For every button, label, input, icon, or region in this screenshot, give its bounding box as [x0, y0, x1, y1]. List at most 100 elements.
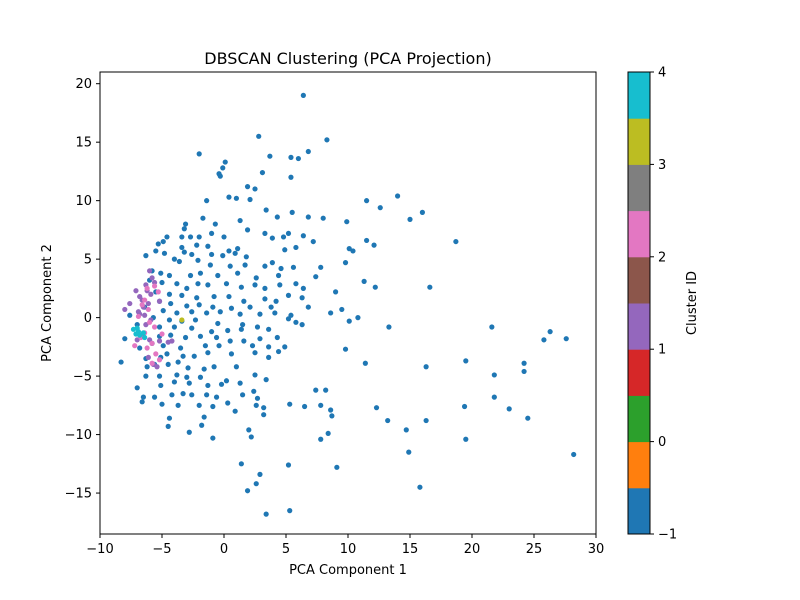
- point-cluster-neg1-6: [295, 155, 301, 162]
- point-cluster-neg1-89: [215, 272, 221, 279]
- x-tick-label: 10: [340, 542, 357, 557]
- point-cluster-neg1-44: [196, 234, 202, 240]
- point-cluster-1-2: [155, 289, 161, 295]
- point-cluster-neg1-92: [275, 272, 282, 279]
- point-cluster-neg1-155: [355, 315, 361, 321]
- point-cluster-neg1-25: [263, 207, 269, 213]
- x-axis-label: PCA Component 1: [289, 563, 407, 578]
- point-cluster-0-12: [122, 306, 128, 313]
- point-cluster-neg1-157: [489, 324, 495, 330]
- point-cluster-neg1-23: [419, 209, 425, 215]
- point-cluster-neg1-165: [238, 326, 244, 332]
- point-cluster-neg1-117: [241, 298, 247, 304]
- point-cluster-neg1-256: [461, 403, 468, 410]
- point-cluster-neg1-90: [235, 270, 241, 276]
- point-cluster-neg1-173: [213, 334, 220, 341]
- point-cluster-neg1-161: [171, 324, 177, 330]
- point-cluster-neg1-72: [171, 256, 177, 262]
- y-tick-label: 15: [75, 136, 92, 151]
- point-cluster-0-8: [145, 300, 151, 307]
- point-cluster-neg1-87: [187, 272, 194, 279]
- y-tick-label: 0: [84, 311, 92, 326]
- point-cluster-neg1-172: [197, 333, 204, 339]
- point-cluster-neg1-79: [269, 260, 275, 266]
- y-tick-label: 20: [75, 77, 92, 92]
- point-cluster-neg1-77: [242, 262, 248, 268]
- point-cluster-neg1-39: [285, 230, 292, 237]
- point-cluster-neg1-101: [223, 281, 230, 287]
- point-cluster-1-14: [149, 360, 155, 366]
- point-cluster-1-5: [145, 306, 151, 313]
- point-cluster-neg1-71: [143, 253, 149, 259]
- point-cluster-neg1-123: [168, 300, 174, 307]
- x-axis-ticks: −10 −5 0 5 10 15 20 25 30: [86, 534, 604, 557]
- point-cluster-neg1-237: [240, 392, 246, 398]
- point-cluster-neg1-142: [339, 306, 345, 313]
- point-cluster-neg1-68: [364, 237, 370, 244]
- point-cluster-4-3: [130, 326, 137, 332]
- colorbar-segment: [628, 487, 650, 535]
- point-cluster-neg1-205: [185, 365, 191, 371]
- point-cluster-neg1-3: [196, 151, 202, 157]
- point-cluster-neg1-38: [262, 230, 268, 237]
- point-cluster-neg1-218: [184, 374, 190, 380]
- y-tick-label: −5: [73, 370, 92, 385]
- point-cluster-neg1-259: [525, 415, 531, 421]
- point-cluster-neg1-225: [186, 380, 192, 386]
- point-cluster-neg1-27: [289, 209, 295, 215]
- point-cluster-neg1-178: [541, 337, 547, 343]
- point-cluster-neg1-245: [196, 402, 202, 408]
- point-cluster-neg1-125: [196, 302, 202, 308]
- colorbar-segment: [628, 441, 650, 489]
- point-cluster-neg1-261: [201, 414, 207, 420]
- point-cluster-neg1-58: [181, 249, 187, 255]
- point-cluster-neg1-199: [266, 354, 272, 360]
- point-cluster-neg1-195: [191, 353, 197, 359]
- point-cluster-neg1-1: [256, 133, 262, 139]
- point-cluster-neg1-37: [244, 227, 251, 233]
- point-cluster-neg1-5: [288, 154, 294, 160]
- x-tick-label: −5: [152, 542, 171, 557]
- colorbar-ticks: −1 0 1 2 3 4: [650, 66, 677, 543]
- point-cluster-neg1-124: [184, 303, 190, 309]
- point-cluster-1-6: [135, 313, 142, 320]
- colorbar-tick-label: −1: [658, 528, 677, 543]
- point-cluster-neg1-136: [217, 309, 223, 315]
- point-cluster-neg1-96: [159, 279, 165, 286]
- point-cluster-neg1-152: [285, 316, 292, 322]
- point-cluster-neg1-22: [395, 193, 401, 199]
- point-cluster-neg1-265: [385, 417, 391, 424]
- point-cluster-neg1-240: [313, 387, 319, 393]
- point-cluster-1-0: [151, 283, 158, 289]
- point-cluster-neg1-184: [202, 343, 208, 349]
- point-cluster-neg1-138: [257, 311, 263, 317]
- point-cluster-neg1-126: [210, 304, 216, 310]
- point-cluster-neg1-130: [305, 304, 311, 310]
- x-tick-label: 0: [220, 542, 228, 557]
- point-cluster-neg1-284: [417, 484, 423, 490]
- point-cluster-neg1-267: [186, 429, 192, 435]
- point-cluster-neg1-231: [151, 394, 158, 400]
- point-cluster-neg1-7: [305, 148, 311, 155]
- y-axis-ticks: −15 −10 −5 0 5 10 15 20: [65, 77, 100, 502]
- point-cluster-neg1-248: [253, 402, 259, 408]
- point-cluster-neg1-253: [328, 407, 334, 413]
- point-cluster-neg1-252: [318, 402, 324, 408]
- point-cluster-neg1-222: [263, 377, 269, 383]
- point-cluster-neg1-282: [253, 481, 259, 487]
- point-cluster-neg1-104: [262, 285, 268, 291]
- point-cluster-neg1-226: [205, 382, 211, 389]
- point-cluster-neg1-164: [225, 327, 231, 334]
- point-cluster-neg1-270: [246, 427, 252, 433]
- point-cluster-neg1-247: [225, 400, 231, 406]
- point-cluster-neg1-99: [195, 281, 201, 287]
- point-cluster-neg1-21: [377, 205, 383, 211]
- point-cluster-neg1-223: [158, 382, 164, 389]
- point-cluster-neg1-260: [166, 415, 173, 421]
- colorbar-tick-label: 3: [658, 158, 666, 173]
- colorbar-segment: [628, 256, 650, 304]
- point-cluster-neg1-189: [342, 346, 349, 352]
- point-cluster-neg1-120: [285, 292, 292, 298]
- colorbar-segment: [628, 303, 650, 350]
- point-cluster-1-8: [151, 324, 158, 330]
